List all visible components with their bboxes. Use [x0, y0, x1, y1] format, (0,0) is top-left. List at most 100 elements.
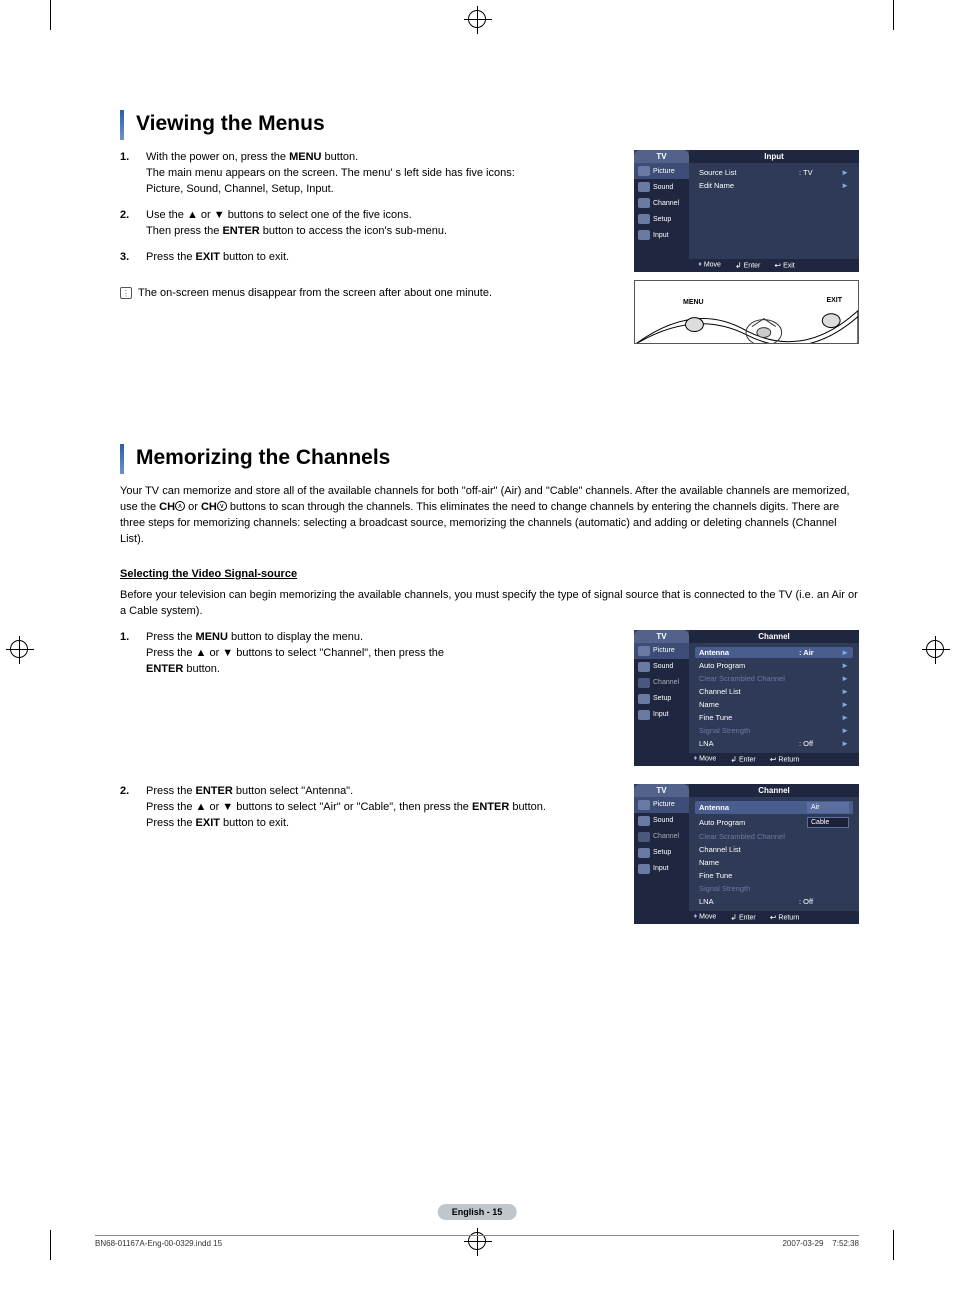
osd-sidebar: PictureSoundChannelSetupInput: [634, 643, 689, 753]
osd-sidebar-label: Channel: [653, 200, 679, 207]
osd-dropdown-option: Air: [807, 802, 849, 813]
note-icon: ⋮: [120, 287, 132, 299]
osd-sidebar-icon: [638, 662, 650, 672]
intro-paragraph: Your TV can memorize and store all of th…: [120, 484, 859, 548]
crop-mark: [50, 0, 51, 30]
osd-sidebar-label: Input: [653, 711, 669, 718]
osd-row-value: : TV: [799, 168, 839, 177]
osd-footer-exit: Return: [770, 755, 800, 764]
page-number-pill: English - 15: [438, 1204, 517, 1220]
osd-sidebar-icon: [638, 694, 650, 704]
osd-row-arrow-icon: ►: [839, 739, 849, 748]
step-item: 2.Press the ENTER button select "Antenna…: [120, 784, 616, 832]
osd-sidebar-item: Input: [634, 707, 689, 723]
osd-row-label: Fine Tune: [699, 713, 799, 722]
osd-sidebar-label: Sound: [653, 817, 673, 824]
osd-menu-row: Fine Tune: [695, 870, 853, 881]
subheading: Selecting the Video Signal-source: [120, 568, 859, 580]
footer-timestamp: 2007-03-29 7:52:38: [782, 1239, 859, 1248]
osd-footer-enter: Enter: [735, 261, 760, 270]
osd-footer-move: Move: [694, 913, 717, 922]
step-number: 2.: [120, 208, 134, 240]
osd-sidebar-icon: [638, 214, 650, 224]
osd-footer-enter: Enter: [730, 755, 755, 764]
step-number: 2.: [120, 784, 134, 832]
osd-main: Source List: TV►Edit Name►: [689, 163, 859, 259]
step-item: 2.Use the ▲ or ▼ buttons to select one o…: [120, 208, 616, 240]
osd-sidebar-label: Sound: [653, 184, 673, 191]
osd-sidebar-item: Picture: [634, 643, 689, 659]
osd-sidebar-label: Channel: [653, 679, 679, 686]
osd-menu-row: AntennaAir: [695, 801, 853, 814]
remote-diagram: MENU EXIT: [634, 280, 859, 344]
osd-row-label: Clear Scrambled Channel: [699, 832, 799, 841]
osd-sidebar-icon: [638, 646, 650, 656]
section-content-row: 2.Press the ENTER button select "Antenna…: [120, 784, 859, 932]
osd-sidebar-icon: [638, 800, 650, 810]
osd-sidebar-item: Setup: [634, 845, 689, 861]
remote-menu-label: MENU: [683, 299, 704, 306]
osd-sidebar-icon: [638, 832, 650, 842]
footer-file: BN68-01167A-Eng-00-0329.indd 15: [95, 1239, 222, 1248]
osd-menu-row: Name ►: [695, 699, 853, 710]
osd-row-label: Channel List: [699, 687, 799, 696]
registration-mark: [468, 10, 486, 28]
osd-footer-exit: Return: [770, 913, 800, 922]
osd-footer: Move Enter Return: [634, 911, 859, 924]
osd-footer-move: Move: [694, 755, 717, 764]
osd-sidebar-label: Picture: [653, 647, 675, 654]
osd-menu-row: Auto Program►: [695, 660, 853, 671]
osd-footer: Move Enter Exit: [634, 259, 859, 272]
section-title-bar: Viewing the Menus: [120, 110, 859, 140]
osd-sidebar-item: Picture: [634, 163, 689, 179]
osd-title: Channel: [689, 630, 859, 643]
section-screens-column: TV ChannelPictureSoundChannelSetupInputA…: [634, 630, 859, 774]
step-item: 1.Press the MENU button to display the m…: [120, 630, 616, 678]
osd-sidebar: Picture Sound Channel Setup Input: [634, 797, 689, 911]
osd-row-arrow-icon: ►: [839, 661, 849, 670]
title-accent-bar: [120, 110, 124, 140]
osd-row-arrow-icon: ►: [839, 168, 849, 177]
step-body: Press the EXIT button to exit.: [146, 250, 616, 266]
osd-footer-move: Move: [698, 261, 721, 270]
osd-row-arrow-icon: ►: [839, 713, 849, 722]
osd-row-label: Name: [699, 700, 799, 709]
osd-dropdown-option: Cable: [807, 817, 849, 828]
steps-list: 2.Press the ENTER button select "Antenna…: [120, 784, 616, 832]
osd-tv-tab: TV: [634, 150, 689, 163]
osd-tv-tab: TV: [634, 630, 689, 643]
osd-menu-row: Clear Scrambled Channel►: [695, 673, 853, 684]
registration-mark: [926, 640, 944, 658]
note-row: ⋮ The on-screen menus disappear from the…: [120, 286, 616, 302]
section-text-column: 1.Press the MENU button to display the m…: [120, 630, 616, 774]
section-text-column: 1.With the power on, press the MENU butt…: [120, 150, 616, 344]
osd-screenshot-channel: TV ChannelPictureSoundChannelSetupInputA…: [634, 630, 859, 766]
osd-title: Input: [689, 150, 859, 163]
osd-sidebar-item: Setup: [634, 691, 689, 707]
osd-menu-row: Auto ProgramCable: [695, 816, 853, 829]
osd-sidebar-icon: [638, 848, 650, 858]
osd-sidebar-item: Input: [634, 861, 689, 877]
osd-menu-row: Channel List►: [695, 686, 853, 697]
osd-sidebar: Picture Sound Channel Setup Input: [634, 163, 689, 259]
section-content-row: 1.With the power on, press the MENU butt…: [120, 150, 859, 344]
osd-sidebar-label: Input: [653, 865, 669, 872]
osd-menu-row: Edit Name►: [695, 180, 853, 191]
crop-mark: [893, 0, 894, 30]
osd-sidebar-item: Picture: [634, 797, 689, 813]
osd-title: Channel: [689, 784, 859, 797]
osd-row-label: Antenna: [699, 648, 799, 657]
osd-sidebar-label: Setup: [653, 849, 671, 856]
osd-sidebar-item: Channel: [634, 829, 689, 845]
osd-sidebar-label: Input: [653, 232, 669, 239]
osd-sidebar-label: Setup: [653, 695, 671, 702]
osd-sidebar-icon: [638, 710, 650, 720]
osd-menu-row: LNA: Off: [695, 896, 853, 907]
crop-mark: [893, 1230, 894, 1260]
osd-row-arrow-icon: ►: [839, 726, 849, 735]
osd-sidebar-item: Setup: [634, 211, 689, 227]
registration-mark: [10, 640, 28, 658]
osd-menu-row: LNA: Off►: [695, 738, 853, 749]
pre-steps-text: Before your television can begin memoriz…: [120, 588, 859, 620]
osd-row-arrow-icon: ►: [839, 700, 849, 709]
